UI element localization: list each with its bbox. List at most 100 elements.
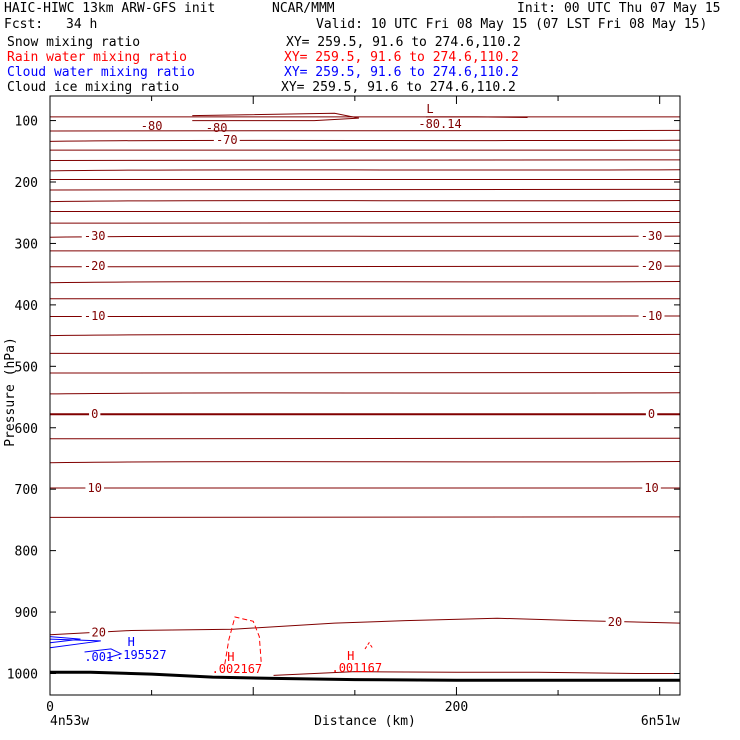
x-axis-label: Distance (km) <box>314 714 416 729</box>
temperature-closed-contour <box>425 116 528 119</box>
rain-max-symbol: H <box>227 650 234 664</box>
temperature-contour-line <box>49 265 681 268</box>
temperature-contour-line <box>49 371 681 374</box>
field-rain-name: Rain water mixing ratio <box>7 50 188 65</box>
cloud-max-value: .195527 <box>116 648 167 662</box>
temperature-contour-label: -30 <box>641 229 663 243</box>
temperature-contour-label-bg <box>203 119 230 133</box>
temperature-contour-label-bg <box>89 406 101 420</box>
temperature-contour-line <box>49 139 681 142</box>
left-end-label: 4n53w <box>50 714 89 729</box>
terrain-line <box>50 670 680 682</box>
cloud-water-contour <box>49 638 101 649</box>
temperature-contour-label-bg <box>605 613 625 627</box>
temperature-contour-label: -30 <box>84 229 106 243</box>
temperature-contour-label-bg <box>138 117 165 131</box>
temperature-contour-label-bg <box>638 307 665 321</box>
y-tick-label: 400 <box>15 299 38 314</box>
temperature-contour-label-bg <box>89 624 109 638</box>
cloud-contour-label: .001 <box>84 650 113 664</box>
temperature-contour-label-bg <box>645 406 658 420</box>
temperature-contour-label-bg <box>638 258 665 272</box>
field-cloudwater-xy: XY= 259.5, 91.6 to 274.6,110.2 <box>284 65 519 80</box>
temperature-contour-line <box>49 235 681 238</box>
temperature-low-symbol: L <box>426 102 433 116</box>
plot-frame <box>49 95 681 696</box>
init-time: Init: 00 UTC Thu 07 May 15 <box>517 1 721 16</box>
y-tick-label: 100 <box>15 115 38 130</box>
temperature-contour-label: -10 <box>84 309 106 323</box>
y-tick-label: 500 <box>15 360 38 375</box>
temperature-contour-line <box>49 188 681 191</box>
field-cloudwater-name: Cloud water mixing ratio <box>7 65 195 80</box>
temperature-contour-label-bg <box>85 479 105 493</box>
rain-contour <box>364 641 374 650</box>
temperature-contour-label: -70 <box>216 133 238 147</box>
y-tick-label: 300 <box>15 237 38 252</box>
temperature-contour-label: -80 <box>206 121 228 135</box>
temperature-contour-line <box>49 315 681 318</box>
rain-max-value: .002167 <box>212 662 263 676</box>
field-snow-xy: XY= 259.5, 91.6 to 274.6,110.2 <box>286 35 521 50</box>
y-axis-label: Pressure (hPa) <box>3 337 18 447</box>
temperature-low-value: -80.14 <box>418 117 461 131</box>
temperature-contour-line <box>49 437 681 440</box>
temperature-contour-label: -20 <box>84 259 106 273</box>
valid-time: Valid: 10 UTC Fri 08 May 15 (07 LST Fri … <box>316 17 708 32</box>
temperature-contour-line <box>49 333 681 337</box>
temperature-contour-label-bg <box>213 132 240 146</box>
rain-contour <box>224 616 262 665</box>
y-tick-label: 1000 <box>7 667 38 682</box>
y-tick-label: 600 <box>15 422 38 437</box>
rain-max-value: .001167 <box>331 661 382 675</box>
temperature-contour-label: 0 <box>648 407 655 421</box>
x-tick-label: 0 <box>46 700 54 715</box>
temperature-contour-label-bg <box>81 258 108 272</box>
temperature-contour-label: 20 <box>92 625 106 639</box>
temperature-contour-line <box>49 199 681 203</box>
y-tick-label: 900 <box>15 606 38 621</box>
temperature-contour-label: -10 <box>641 309 663 323</box>
model-title: HAIC-HIWC 13km ARW-GFS init <box>4 1 216 16</box>
temperature-contour-line <box>49 159 681 161</box>
field-cloudice-xy: XY= 259.5, 91.6 to 274.6,110.2 <box>281 80 516 95</box>
forecast-label: Fcst: <box>4 17 44 32</box>
temperature-closed-contour <box>192 112 360 122</box>
org-label: NCAR/MMM <box>272 1 335 16</box>
cloud-water-contour <box>84 648 123 659</box>
temperature-contour-label: 0 <box>91 407 98 421</box>
cloud-water-contour <box>49 636 81 644</box>
x-tick-label: 200 <box>445 700 468 715</box>
temperature-contour-line <box>49 129 681 132</box>
temperature-contour-line <box>49 169 681 172</box>
temperature-contour-line <box>49 461 681 464</box>
forecast-hours: 34 h <box>66 17 98 32</box>
temperature-contour-label-bg <box>81 307 108 321</box>
temperature-contour-label: -80 <box>141 119 163 133</box>
temperature-contour-label: -20 <box>641 259 663 273</box>
cloud-max-symbol: H <box>128 635 135 649</box>
temperature-contour-label: 10 <box>87 481 101 495</box>
temperature-contour-line <box>49 516 681 518</box>
temperature-contour-label-bg <box>642 479 661 493</box>
temperature-contour-30 <box>273 671 680 676</box>
y-tick-label: 800 <box>15 545 38 560</box>
temperature-contour-label: 10 <box>644 481 658 495</box>
rain-max-symbol: H <box>347 649 354 663</box>
temperature-contour-label-bg <box>81 228 108 242</box>
y-tick-label: 200 <box>15 176 38 191</box>
temperature-contour-line <box>49 281 681 284</box>
temperature-contour-label-bg <box>638 228 665 242</box>
temperature-contour-line <box>49 222 681 224</box>
temperature-contour-line <box>49 392 681 395</box>
field-rain-xy: XY= 259.5, 91.6 to 274.6,110.2 <box>284 50 519 65</box>
right-end-label: 6n51w <box>641 714 680 729</box>
temperature-contour-20 <box>49 617 681 636</box>
y-tick-label: 700 <box>15 483 38 498</box>
field-cloudice-name: Cloud ice mixing ratio <box>7 80 180 95</box>
temperature-contour-label: 20 <box>608 615 622 629</box>
